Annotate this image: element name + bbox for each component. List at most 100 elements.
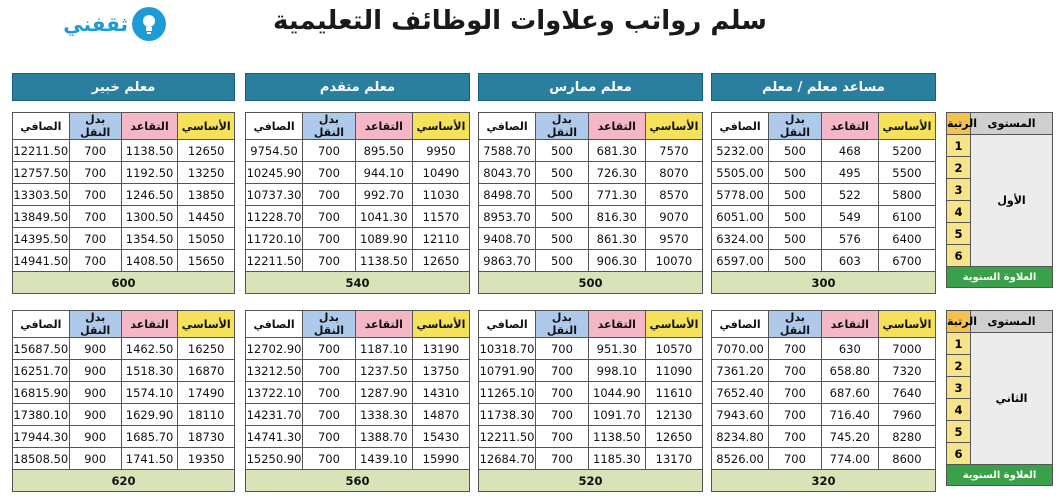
cell-basic: 6100 bbox=[877, 205, 937, 228]
site-logo[interactable]: ثقفني bbox=[6, 4, 166, 44]
column-header-retirement: التقاعد bbox=[820, 112, 879, 140]
cell-transport: 500 bbox=[768, 161, 822, 184]
cell-retirement: 1044.90 bbox=[587, 381, 646, 404]
cell-basic: 7000 bbox=[877, 337, 937, 360]
cell-retirement: 687.60 bbox=[820, 381, 879, 404]
cell-transport: 700 bbox=[302, 337, 356, 360]
cell-net: 11720.10 bbox=[244, 227, 304, 250]
column-header-transport: بدل النقل bbox=[302, 112, 356, 140]
cell-basic: 17490 bbox=[177, 381, 235, 404]
cell-retirement: 1192.50 bbox=[120, 161, 179, 184]
table-row: 7361.20 700 658.80 7320 bbox=[710, 359, 937, 382]
table-row: 14231.70 700 1338.30 14870 bbox=[244, 403, 471, 426]
cell-retirement: 1388.70 bbox=[354, 425, 413, 448]
column-header-retirement: التقاعد bbox=[587, 112, 646, 140]
cell-net: 13303.50 bbox=[12, 183, 70, 206]
annual-increment-value: 320 bbox=[711, 469, 936, 492]
cell-transport: 700 bbox=[302, 161, 356, 184]
table-row: 11228.70 700 1041.30 11570 bbox=[244, 205, 471, 228]
cell-transport: 900 bbox=[68, 447, 122, 470]
cell-transport: 700 bbox=[768, 425, 822, 448]
cell-retirement: 1246.50 bbox=[120, 183, 179, 206]
column-header-basic: الأساسي bbox=[644, 310, 704, 338]
table-row: 7943.60 700 716.40 7960 bbox=[710, 403, 937, 426]
cell-basic: 12110 bbox=[411, 227, 471, 250]
cell-basic: 18730 bbox=[177, 425, 235, 448]
cell-retirement: 726.30 bbox=[587, 161, 646, 184]
cell-net: 15687.50 bbox=[12, 337, 70, 360]
table-row: 11720.10 700 1089.90 12110 bbox=[244, 227, 471, 250]
cell-transport: 500 bbox=[768, 139, 822, 162]
cell-basic: 7640 bbox=[877, 381, 937, 404]
cell-net: 10737.30 bbox=[244, 183, 304, 206]
cell-net: 15250.90 bbox=[244, 447, 304, 470]
column-header-net: الصافي bbox=[710, 310, 770, 338]
table-row: 11265.10 700 1044.90 11610 bbox=[477, 381, 704, 404]
cell-basic: 6400 bbox=[877, 227, 937, 250]
cell-basic: 7960 bbox=[877, 403, 937, 426]
column-header-transport: بدل النقل bbox=[68, 112, 122, 140]
cell-transport: 700 bbox=[768, 381, 822, 404]
cell-basic: 12130 bbox=[644, 403, 704, 426]
cell-net: 5232.00 bbox=[710, 139, 770, 162]
table-row: 5778.00 500 522 5800 bbox=[710, 183, 937, 206]
level-name: الأول bbox=[970, 134, 1053, 267]
cell-transport: 700 bbox=[302, 447, 356, 470]
cell-retirement: 716.40 bbox=[820, 403, 879, 426]
cell-retirement: 495 bbox=[820, 161, 879, 184]
table-row: 6597.00 500 603 6700 bbox=[710, 249, 937, 272]
rank-cell: 3 bbox=[946, 376, 971, 399]
cell-basic: 7320 bbox=[877, 359, 937, 382]
cell-net: 13722.10 bbox=[244, 381, 304, 404]
cell-transport: 500 bbox=[535, 227, 589, 250]
column-header-net: الصافي bbox=[477, 112, 537, 140]
cell-retirement: 1185.30 bbox=[587, 447, 646, 470]
cell-transport: 700 bbox=[302, 139, 356, 162]
table-row: 9863.70 500 906.30 10070 bbox=[477, 249, 704, 272]
cell-net: 11228.70 bbox=[244, 205, 304, 228]
cell-retirement: 1518.30 bbox=[120, 359, 179, 382]
cell-retirement: 1138.50 bbox=[587, 425, 646, 448]
cell-retirement: 658.80 bbox=[820, 359, 879, 382]
column-header-basic: الأساسي bbox=[411, 310, 471, 338]
cell-net: 13849.50 bbox=[12, 205, 70, 228]
cell-transport: 900 bbox=[68, 337, 122, 360]
level-header: المستوى bbox=[970, 112, 1053, 135]
table-row: 12211.50 700 1138.50 12650 bbox=[477, 425, 704, 448]
level-table-1: الرتبة المستوى 1 الأول 2 3 4 5 6 العلاوة … bbox=[946, 112, 1053, 288]
cell-net: 6051.00 bbox=[710, 205, 770, 228]
cell-transport: 500 bbox=[768, 227, 822, 250]
cell-retirement: 998.10 bbox=[587, 359, 646, 382]
cell-transport: 700 bbox=[68, 161, 122, 184]
cell-retirement: 468 bbox=[820, 139, 879, 162]
cell-retirement: 816.30 bbox=[587, 205, 646, 228]
cell-transport: 500 bbox=[535, 205, 589, 228]
cell-retirement: 522 bbox=[820, 183, 879, 206]
cell-basic: 15650 bbox=[177, 249, 235, 272]
table-row: 6051.00 500 549 6100 bbox=[710, 205, 937, 228]
cell-basic: 13250 bbox=[177, 161, 235, 184]
cell-basic: 11030 bbox=[411, 183, 471, 206]
cell-retirement: 1354.50 bbox=[120, 227, 179, 250]
table-row: 7652.40 700 687.60 7640 bbox=[710, 381, 937, 404]
cell-basic: 9950 bbox=[411, 139, 471, 162]
table-row: 18508.50 900 1741.50 19350 bbox=[12, 447, 235, 470]
cell-net: 7943.60 bbox=[710, 403, 770, 426]
cell-basic: 16870 bbox=[177, 359, 235, 382]
cell-net: 8953.70 bbox=[477, 205, 537, 228]
page-title: سلم رواتب وعلاوات الوظائف التعليمية bbox=[273, 6, 767, 36]
annual-increment-label: العلاوة السنوية bbox=[946, 464, 1053, 486]
annual-increment-value: 540 bbox=[245, 271, 470, 294]
cell-basic: 10490 bbox=[411, 161, 471, 184]
cell-basic: 15430 bbox=[411, 425, 471, 448]
cell-transport: 700 bbox=[768, 447, 822, 470]
column-header-basic: الأساسي bbox=[877, 310, 937, 338]
annual-increment-value: 600 bbox=[12, 271, 235, 294]
cell-transport: 500 bbox=[535, 183, 589, 206]
rank-cell: 5 bbox=[946, 222, 971, 245]
salary-table-practitioner-teacher-level-1: الصافي بدل النقل التقاعد الأساسي 7588.70 500 6… bbox=[477, 112, 704, 294]
cell-basic: 11090 bbox=[644, 359, 704, 382]
cell-net: 8526.00 bbox=[710, 447, 770, 470]
cell-basic: 13750 bbox=[411, 359, 471, 382]
cell-transport: 700 bbox=[535, 425, 589, 448]
